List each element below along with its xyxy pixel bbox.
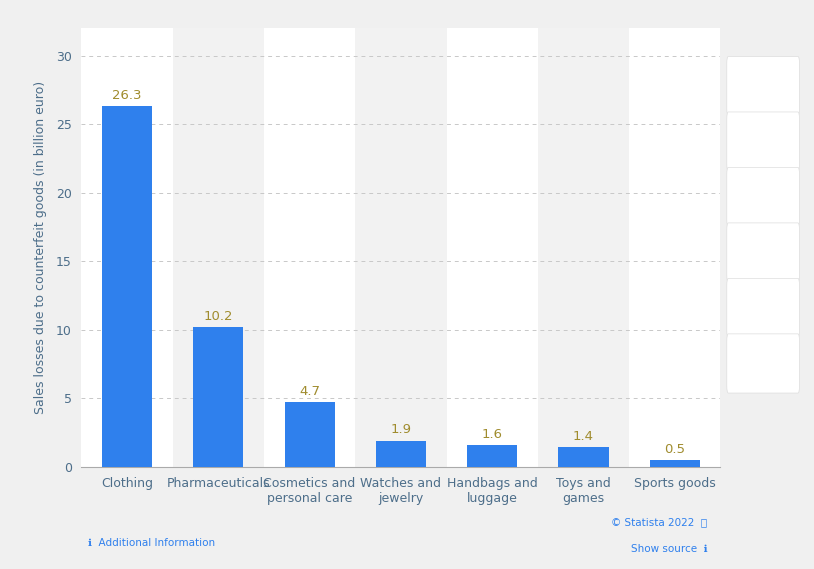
Bar xyxy=(558,447,609,467)
Text: 10.2: 10.2 xyxy=(204,310,233,323)
Bar xyxy=(376,440,426,467)
Text: 1.9: 1.9 xyxy=(391,423,411,436)
Text: 26.3: 26.3 xyxy=(112,89,142,102)
Bar xyxy=(447,28,538,467)
Text: 1.4: 1.4 xyxy=(573,430,594,443)
Bar xyxy=(467,445,517,467)
Bar xyxy=(264,28,355,467)
Bar xyxy=(650,460,700,467)
Bar xyxy=(102,106,152,467)
Text: 4.7: 4.7 xyxy=(299,385,320,398)
Bar xyxy=(173,28,264,467)
Bar xyxy=(81,28,173,467)
FancyBboxPatch shape xyxy=(727,278,799,337)
FancyBboxPatch shape xyxy=(727,112,799,171)
Bar xyxy=(355,28,447,467)
Text: 0.5: 0.5 xyxy=(664,443,685,456)
Bar xyxy=(193,327,243,467)
FancyBboxPatch shape xyxy=(727,167,799,226)
FancyBboxPatch shape xyxy=(727,56,799,116)
Bar xyxy=(629,28,720,467)
FancyBboxPatch shape xyxy=(727,223,799,282)
Text: 1.6: 1.6 xyxy=(482,427,503,440)
Text: ℹ  Additional Information: ℹ Additional Information xyxy=(88,538,215,549)
FancyBboxPatch shape xyxy=(727,334,799,393)
Bar xyxy=(538,28,629,467)
Y-axis label: Sales losses due to counterfeit goods (in billion euro): Sales losses due to counterfeit goods (i… xyxy=(34,81,47,414)
Text: © Statista 2022  🏴: © Statista 2022 🏴 xyxy=(611,517,707,527)
Text: Show source  ℹ: Show source ℹ xyxy=(631,544,707,554)
Bar xyxy=(285,402,335,467)
